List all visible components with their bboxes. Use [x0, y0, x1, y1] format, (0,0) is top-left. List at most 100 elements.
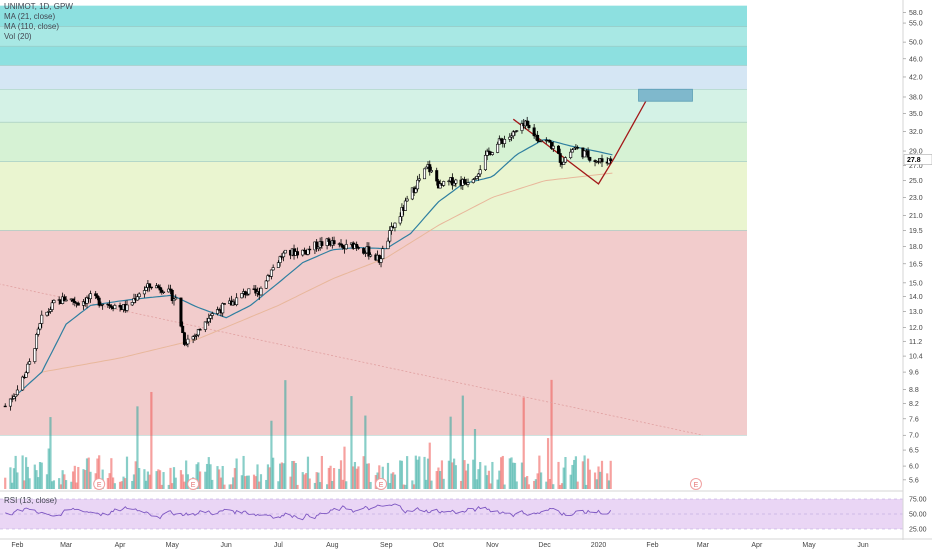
candle-body: [47, 311, 51, 313]
rsi-tick-label: 50.00: [909, 512, 927, 519]
price-tick-label: 9.6: [909, 370, 919, 377]
candle-body: [515, 130, 519, 132]
x-axis-label: Aug: [326, 542, 339, 549]
candle-body: [8, 398, 12, 407]
volume-bar: [4, 477, 7, 489]
volume-bar: [315, 472, 318, 489]
price-tick-label: 29.0: [909, 149, 923, 156]
candle-body: [570, 149, 574, 153]
volume-bar: [73, 465, 76, 489]
earnings-marker-label: E: [379, 482, 384, 489]
volume-bar: [14, 455, 17, 489]
candle-body: [306, 248, 310, 255]
candle-body: [466, 182, 470, 185]
candle-body: [403, 200, 407, 211]
volume-bar: [138, 467, 141, 489]
volume-bar: [526, 475, 529, 489]
x-axis-label: 2020: [591, 542, 607, 549]
volume-bar: [110, 458, 113, 489]
volume-bar: [136, 406, 139, 489]
x-axis-label: Apr: [751, 542, 763, 549]
candle-body: [26, 363, 30, 373]
volume-bar: [606, 473, 609, 489]
volume-bar: [466, 463, 470, 489]
volume-bar: [435, 471, 438, 489]
price-tick-label: 42.0: [909, 74, 923, 81]
candle-body: [148, 283, 152, 288]
volume-bar: [172, 467, 176, 489]
volume-bar: [65, 480, 68, 489]
candle-body: [600, 158, 604, 163]
zone-5: [0, 46, 747, 66]
volume-bar: [148, 474, 151, 489]
volume-bar: [325, 484, 329, 489]
candle-body: [15, 389, 19, 396]
earnings-marker-label: E: [694, 482, 699, 489]
volume-bar: [82, 469, 85, 489]
price-tick-label: 46.0: [909, 56, 923, 63]
volume-bar: [198, 471, 202, 489]
volume-bar: [350, 396, 353, 489]
volume-bar: [23, 480, 26, 489]
zone-1: [0, 161, 747, 231]
volume-bar: [498, 470, 501, 489]
candle-body: [536, 134, 540, 142]
candle-body: [282, 252, 286, 258]
candle-body: [583, 150, 587, 158]
volume-bar: [40, 462, 43, 489]
earnings-marker: [689, 478, 702, 490]
volume-bar: [463, 460, 466, 489]
volume-bar: [381, 466, 384, 489]
price-tick-label: 8.8: [909, 387, 919, 394]
candle-body: [487, 150, 491, 153]
x-axis-label: Feb: [11, 542, 23, 549]
volume-bar: [268, 467, 271, 489]
price-tick-label: 6.0: [909, 464, 919, 471]
volume-bar: [560, 483, 564, 489]
candle-body: [215, 309, 219, 314]
volume-bar: [411, 480, 414, 489]
volume-bar: [247, 475, 250, 489]
volume-bar: [204, 471, 207, 489]
candle-body: [367, 246, 371, 257]
candle-body: [209, 315, 213, 319]
candle-body: [88, 293, 92, 300]
volume-bar: [205, 463, 209, 489]
zone-7: [0, 5, 747, 27]
volume-bar: [546, 438, 550, 489]
candle-body: [169, 288, 173, 291]
volume-bar: [122, 476, 125, 489]
last-price-label: 27.8: [907, 157, 921, 164]
volume-bar: [576, 481, 579, 489]
price-zones: [0, 5, 747, 436]
candle-body: [569, 151, 573, 158]
candle-body: [210, 313, 214, 316]
volume-bar: [527, 484, 531, 489]
volume-bar: [473, 429, 477, 489]
candle-body: [266, 275, 270, 282]
candle-body: [162, 291, 166, 293]
volume-bar: [155, 471, 158, 489]
volume-bar: [393, 474, 397, 489]
volume-bar: [449, 416, 452, 489]
ma21-label: MA (21, close): [4, 12, 56, 21]
candle-body: [130, 302, 134, 306]
volume-bar: [491, 461, 494, 489]
candle-body: [52, 300, 56, 304]
volume-bar: [425, 479, 428, 489]
candle-body: [450, 177, 454, 186]
volume-bar: [26, 466, 29, 489]
candle-body: [158, 286, 162, 291]
volume-bar: [143, 469, 146, 489]
candle-body: [259, 287, 263, 296]
candle-body: [64, 299, 68, 302]
candle-body: [12, 396, 16, 399]
candle-body: [473, 178, 477, 180]
price-tick-label: 18.0: [909, 244, 923, 251]
price-tick-label: 23.0: [909, 195, 923, 202]
candle-body: [332, 240, 336, 245]
candle-body: [341, 244, 345, 248]
volume-bar: [291, 461, 294, 489]
zone-6: [0, 26, 747, 47]
